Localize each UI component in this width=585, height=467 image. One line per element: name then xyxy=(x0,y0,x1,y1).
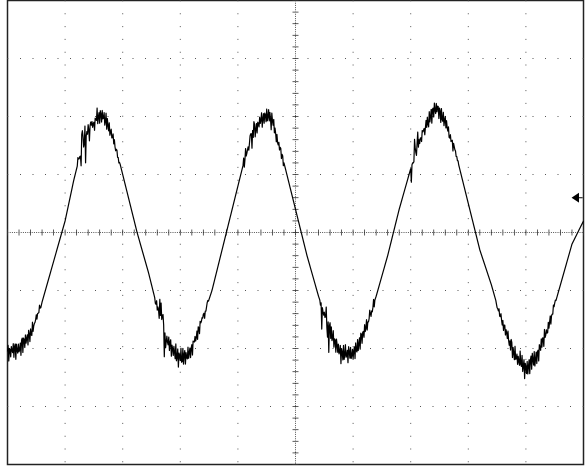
center-axis-ticks xyxy=(7,0,584,465)
ground-level-marker-icon xyxy=(571,192,583,203)
waveform-trace xyxy=(6,102,585,380)
